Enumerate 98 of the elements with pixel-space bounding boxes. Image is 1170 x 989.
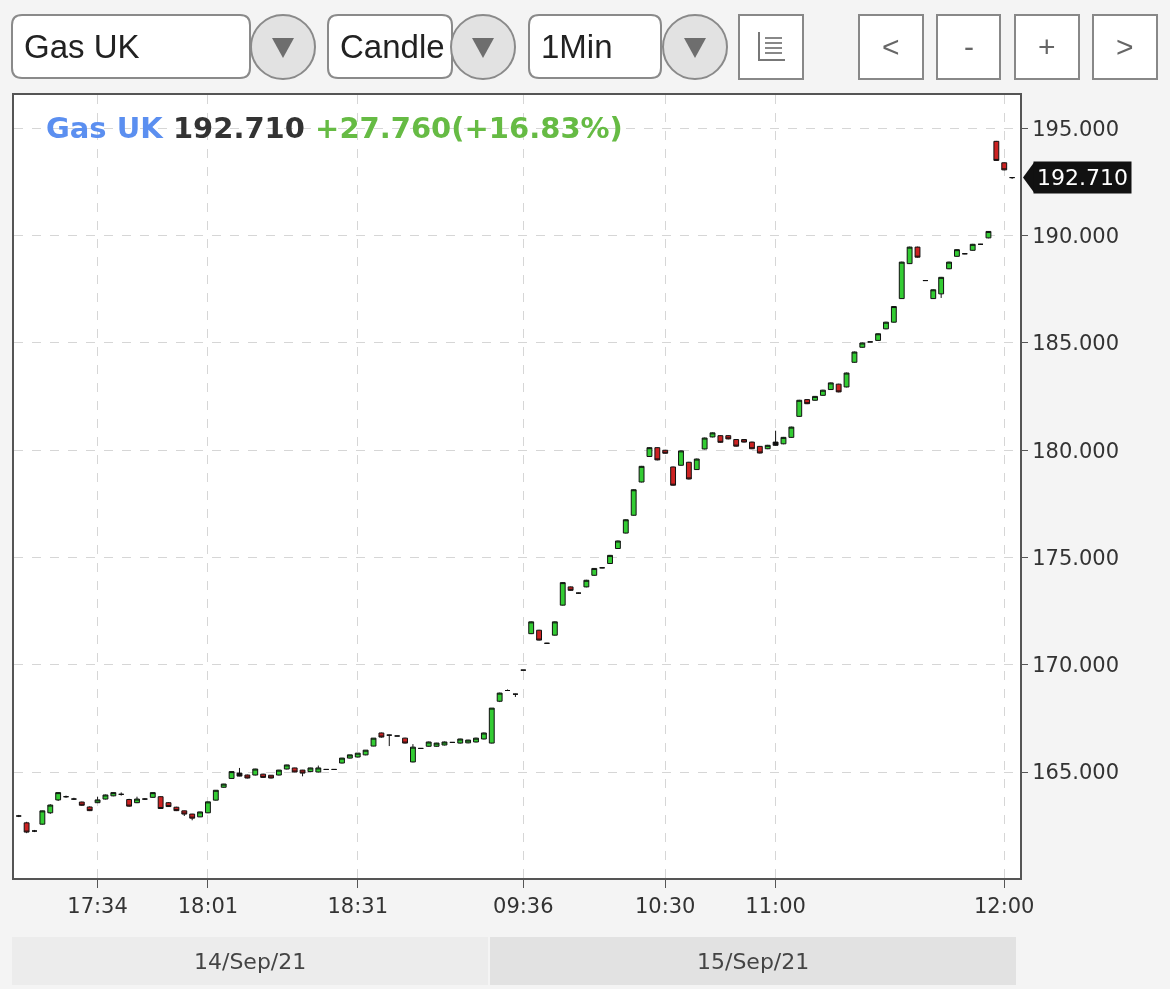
- candlestick: [205, 801, 211, 814]
- candlestick: [410, 743, 416, 763]
- candlestick: [725, 434, 732, 440]
- text: +: [1038, 30, 1056, 63]
- candlestick: [993, 140, 1000, 162]
- candlestick: [47, 803, 54, 815]
- candlestick: [23, 821, 30, 834]
- candlestick: [890, 305, 897, 324]
- y-tick-label: 185.000: [1032, 331, 1120, 356]
- candlestick: [741, 438, 747, 444]
- candlestick: [126, 798, 133, 808]
- candlestick: [827, 381, 834, 391]
- candlestick: [969, 243, 976, 252]
- text: 1Min: [541, 28, 613, 65]
- y-tick-label: 180.000: [1032, 438, 1120, 463]
- candlestick: [465, 739, 472, 744]
- y-tick-label: 170.000: [1032, 653, 1120, 678]
- candlestick: [268, 774, 274, 779]
- candlestick: [930, 288, 937, 300]
- candlestick: [149, 791, 156, 799]
- candlestick: [662, 449, 669, 455]
- candlestick: [551, 620, 558, 637]
- candlestick: [638, 465, 645, 483]
- candlestick: [819, 389, 826, 397]
- candlestick: [1001, 161, 1008, 171]
- candlestick: [954, 248, 960, 258]
- candlestick: [402, 737, 408, 744]
- candlestick: [488, 707, 495, 744]
- text: 14/Sep/21: [194, 949, 307, 974]
- candlestick: [559, 581, 566, 607]
- candlestick: [473, 737, 479, 743]
- y-tick-label: 165.000: [1032, 760, 1120, 785]
- candlestick: [346, 754, 353, 760]
- candlestick: [614, 540, 621, 550]
- candlestick: [425, 741, 432, 748]
- candlestick: [496, 692, 503, 703]
- candlestick: [212, 789, 219, 802]
- candlestick: [86, 805, 93, 812]
- candlestick: [457, 738, 464, 744]
- candlestick: [630, 488, 637, 517]
- candlestick: [591, 567, 598, 577]
- candlestick: [875, 332, 882, 342]
- candlestick: [607, 554, 613, 565]
- candlestick: [189, 813, 196, 821]
- candlestick: [946, 261, 952, 270]
- text: <: [882, 30, 900, 63]
- candlestick: [812, 395, 818, 402]
- candlestick: [283, 764, 290, 770]
- candlestick: [685, 461, 692, 480]
- candlestick: [536, 629, 542, 642]
- candlestick: [804, 398, 811, 405]
- candlestick: [859, 342, 866, 349]
- x-tick-label: 18:31: [327, 894, 389, 919]
- candlestick: [197, 811, 203, 818]
- candlestick: [39, 810, 46, 826]
- candlestick: [796, 399, 803, 418]
- text: 192.710: [1037, 165, 1128, 190]
- x-tick-label: 11:00: [745, 894, 806, 919]
- text: -: [964, 30, 974, 63]
- text: Gas UK 192.710 +27.760(+16.83%): [46, 111, 623, 145]
- candlestick: [252, 768, 259, 776]
- candlestick: [78, 801, 85, 807]
- candlestick: [480, 732, 487, 740]
- candlestick: [55, 791, 62, 802]
- candlestick: [567, 585, 574, 592]
- text: Candle: [340, 28, 445, 65]
- candlestick: [622, 518, 629, 534]
- candlestick: [220, 783, 227, 789]
- candlestick: [134, 796, 140, 804]
- x-tick-label: 12:00: [973, 894, 1035, 919]
- x-tick-label: 18:01: [177, 894, 239, 919]
- text: 15/Sep/21: [697, 949, 810, 974]
- candlestick: [985, 230, 992, 239]
- candlestick: [756, 445, 763, 454]
- candlestick: [528, 620, 535, 635]
- y-tick-label: 190.000: [1032, 224, 1120, 249]
- candlestick: [354, 752, 361, 758]
- text: >: [1116, 30, 1134, 63]
- candlestick: [749, 441, 755, 450]
- candlestick: [583, 579, 590, 588]
- candlestick: [678, 449, 684, 467]
- candlestick: [898, 261, 905, 300]
- candlestick: [733, 438, 740, 448]
- candlestick: [851, 351, 858, 364]
- candlestick: [670, 466, 677, 487]
- text: Gas UK: [24, 28, 140, 65]
- candlestick: [362, 749, 369, 756]
- candlestick: [275, 769, 282, 776]
- y-tick-label: 175.000: [1032, 545, 1120, 570]
- y-tick-label: 195.000: [1032, 116, 1120, 141]
- x-tick-label: 09:36: [493, 894, 554, 919]
- candlestick: [386, 734, 393, 747]
- x-tick-label: 17:34: [67, 894, 128, 919]
- candlestick: [693, 458, 700, 471]
- candlestick: [339, 757, 345, 764]
- candlestick: [181, 810, 188, 817]
- candlestick: [938, 276, 945, 299]
- x-tick-label: 10:30: [634, 894, 696, 919]
